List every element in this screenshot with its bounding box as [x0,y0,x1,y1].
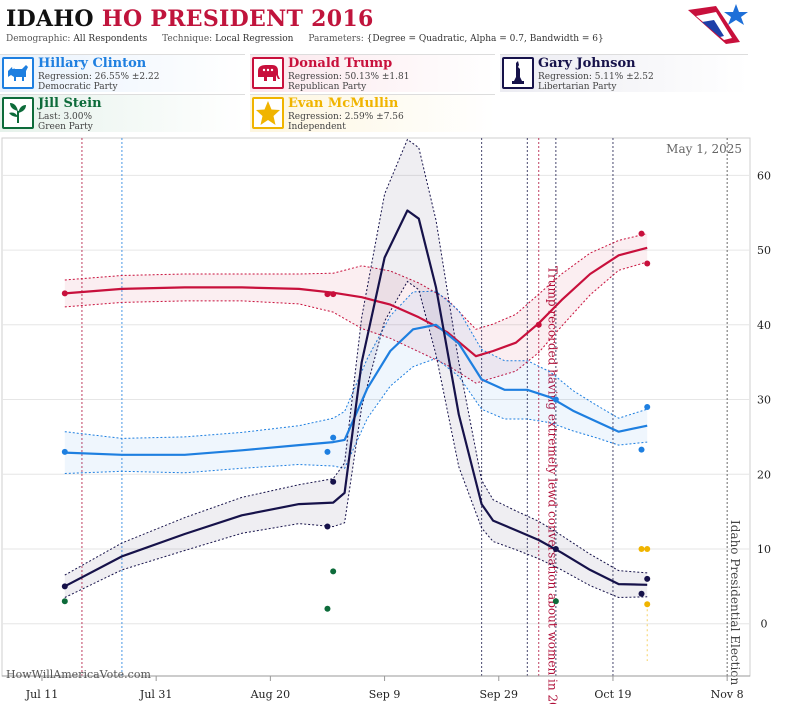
poll-point [324,605,331,612]
candidate-stat: Regression: 2.59% ±7.56 [288,112,404,122]
candidate-stat: Regression: 50.13% ±1.81 [288,72,410,82]
x-tick-label: Sep 29 [479,688,518,701]
donkey-icon [2,57,34,89]
y-tick-label: 50 [757,244,771,257]
candidate-name: Donald Trump [288,56,393,71]
candidate-name: Gary Johnson [538,56,636,71]
poll-point [324,523,331,530]
candidate-party: Republican Party [288,82,367,92]
poll-point [61,448,68,455]
y-tick-label: 0 [761,618,768,631]
band-lower [64,357,648,474]
elephant-icon [252,57,284,89]
y-tick-label: 10 [757,543,771,556]
y-tick-label: 60 [757,169,771,182]
candidate-stat: Regression: 5.11% ±2.52 [538,72,654,82]
watermark: HowWillAmericaVote.com [6,668,151,681]
date-label: May 1, 2025 [666,142,742,156]
parameters-value: {Degree = Quadratic, Alpha = 0.7, Bandwi… [366,34,604,44]
liberty-statue-icon [502,57,534,89]
chart-header: IDAHO HO PRESIDENT 2016 Demographic: All… [0,0,750,50]
poll-point [638,545,645,552]
event-lines: Trump recorded having extremely lewd con… [81,138,742,704]
x-tick-label: Jul 11 [25,688,59,701]
poll-points [61,230,651,612]
poll-point [61,583,68,590]
x-tick-label: Aug 20 [250,688,291,701]
poll-point [552,598,559,605]
y-tick-label: 30 [757,394,771,407]
title-state: IDAHO [6,6,94,32]
page-title: IDAHO HO PRESIDENT 2016 [6,6,374,32]
candidate-name: Evan McMullin [288,96,399,111]
poll-chart: Trump recorded having extremely lewd con… [1,137,771,704]
poll-point [644,545,651,552]
annotation-label: Trump recorded having extremely lewd con… [545,266,559,704]
candidate-card-stein[interactable]: Jill Stein Last: 3.00% Green Party [0,94,245,132]
poll-point [61,290,68,297]
poll-point [324,448,331,455]
star-icon [252,97,284,129]
poll-point [552,396,559,403]
candidate-party: Democratic Party [38,82,118,92]
confidence-band [64,233,648,384]
poll-point [535,321,542,328]
parameters-label: Parameters: [308,34,364,44]
candidate-name: Hillary Clinton [38,56,147,71]
candidate-party: Libertarian Party [538,82,617,92]
band-lower [64,261,648,384]
candidate-stat: Regression: 26.55% ±2.22 [38,72,160,82]
y-tick-label: 40 [757,319,771,332]
poll-point [61,598,68,605]
poll-point [638,230,645,237]
candidate-name: Jill Stein [38,96,102,111]
x-tick-label: Oct 19 [594,688,631,701]
series-line [64,323,648,456]
poll-point [330,568,337,575]
demographic-value: All Respondents [73,34,148,44]
poll-point [644,260,651,267]
title-rest: HO PRESIDENT 2016 [101,6,374,32]
candidate-party: Green Party [38,122,93,132]
candidate-stat: Last: 3.00% [38,112,93,122]
band-upper [64,138,648,576]
poll-point [638,446,645,453]
poll-point [330,291,337,298]
axes: 0 10 20 30 40 50 60 Jul 11 Jul 31 Aug 20 Sep 9 Sep … [2,169,771,701]
poll-point [644,601,651,608]
annotation-label: Idaho Presidential Election [728,520,742,686]
technique-value: Local Regression [215,34,294,44]
band-upper [64,233,648,330]
poll-point [324,291,331,298]
leaf-icon [2,97,34,129]
x-tick-label: Sep 9 [369,688,401,701]
parameters-line: Demographic: All Respondents Technique: … [6,34,604,44]
demographic-label: Demographic: [6,34,71,44]
x-tick-label: Nov 8 [711,688,744,701]
poll-point [330,478,337,485]
x-tick-label: Jul 31 [139,688,173,701]
poll-point [644,575,651,582]
candidate-party: Independent [288,122,346,132]
y-tick-label: 20 [757,468,771,481]
site-logo [688,4,748,44]
candidate-card-clinton[interactable]: Hillary Clinton Regression: 26.55% ±2.22… [0,54,245,92]
band-lower [64,280,648,599]
candidate-card-trump[interactable]: Donald Trump Regression: 50.13% ±1.81 Re… [250,54,495,92]
technique-label: Technique: [162,34,213,44]
candidate-card-johnson[interactable]: Gary Johnson Regression: 5.11% ±2.52 Lib… [500,54,748,92]
candidate-card-mcmullin[interactable]: Evan McMullin Regression: 2.59% ±7.56 In… [250,94,495,132]
poll-point [330,434,337,441]
poll-point [644,404,651,410]
poll-point [552,545,559,552]
poll-point [638,590,645,597]
